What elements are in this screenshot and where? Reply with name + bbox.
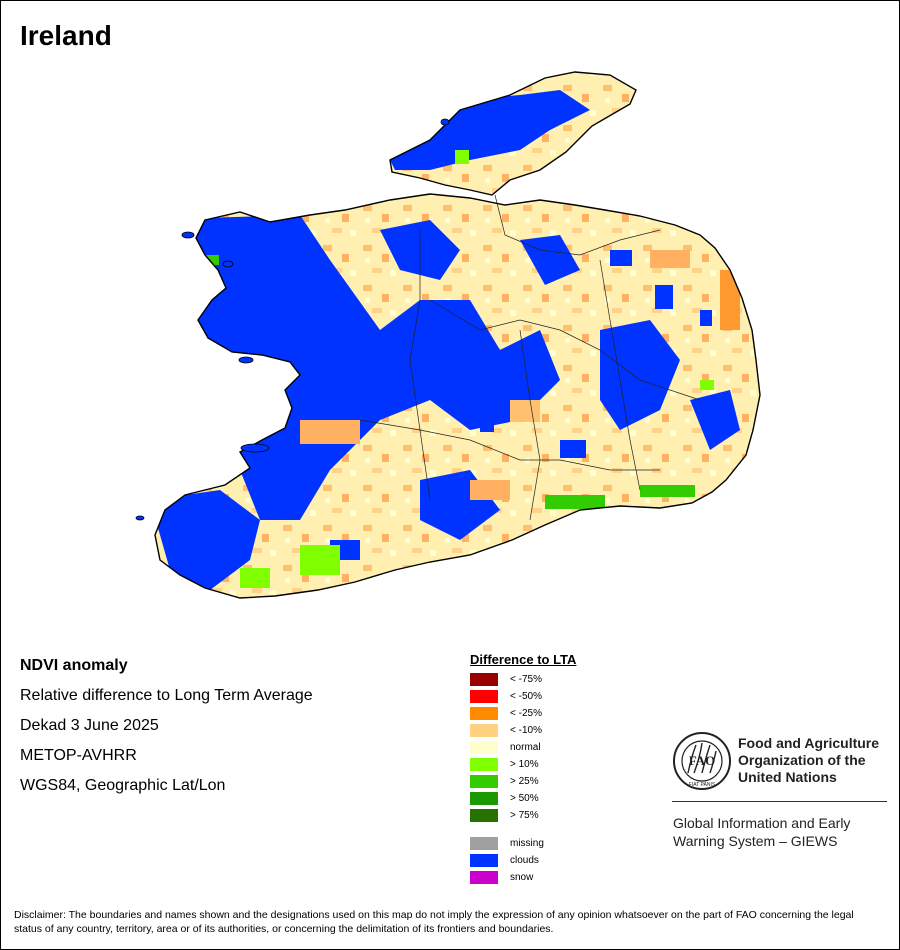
ndvi-map: [135, 71, 761, 599]
legend-label: missing: [510, 838, 544, 849]
legend-swatch: [470, 792, 498, 805]
map-title: Ireland: [20, 20, 112, 51]
legend-item: clouds: [470, 852, 576, 869]
legend-swatch: [470, 837, 498, 850]
legend-swatch: [470, 775, 498, 788]
fao-logo-icon: FAO FIAT PANIS: [673, 732, 731, 790]
map-metadata: NDVI anomaly Relative difference to Long…: [20, 656, 313, 806]
product-name: NDVI anomaly: [20, 657, 128, 674]
logo-divider: [672, 801, 887, 802]
product-period: Dekad 3 June 2025: [20, 717, 159, 734]
legend-label: < -10%: [510, 725, 542, 736]
legend-label: > 50%: [510, 793, 539, 804]
legend-item: < -50%: [470, 688, 576, 705]
legend-swatch: [470, 809, 498, 822]
legend-title: Difference to LTA: [470, 652, 577, 667]
legend-item: > 75%: [470, 807, 576, 824]
legend-item: snow: [470, 869, 576, 886]
legend-swatch: [470, 707, 498, 720]
disclaimer: Disclaimer: The boundaries and names sho…: [14, 909, 854, 935]
legend-label: > 25%: [510, 776, 539, 787]
legend-label: > 75%: [510, 810, 539, 821]
legend-label: clouds: [510, 855, 539, 866]
legend-swatch: [470, 871, 498, 884]
legend: Difference to LTA < -75% < -50% < -25% < -1…: [470, 652, 576, 886]
giews-label: Global Information and Early Warning Sys…: [673, 815, 851, 849]
legend-item: > 25%: [470, 773, 576, 790]
fao-acronym: FAO: [689, 753, 715, 768]
fao-org-name: Food and Agriculture Organization of the…: [738, 735, 880, 785]
legend-label: snow: [510, 872, 534, 883]
legend-swatch: [470, 854, 498, 867]
product-description: Relative difference to Long Term Average: [20, 687, 313, 704]
legend-item: < -10%: [470, 722, 576, 739]
legend-swatch: [470, 758, 498, 771]
legend-swatch: [470, 741, 498, 754]
legend-swatch: [470, 724, 498, 737]
legend-item: < -75%: [470, 671, 576, 688]
legend-item: normal: [470, 739, 576, 756]
legend-label: < -50%: [510, 691, 542, 702]
legend-special-items: missing clouds snow: [470, 835, 576, 886]
legend-label: < -75%: [510, 674, 542, 685]
product-sensor: METOP-AVHRR: [20, 747, 137, 764]
legend-label: normal: [510, 742, 541, 753]
product-projection: WGS84, Geographic Lat/Lon: [20, 777, 226, 794]
fao-motto: FIAT PANIS: [689, 782, 716, 788]
legend-swatch: [470, 690, 498, 703]
legend-item: > 10%: [470, 756, 576, 773]
legend-label: > 10%: [510, 759, 539, 770]
legend-items: < -75% < -50% < -25% < -10% normal > 10% > 25%…: [470, 671, 576, 824]
legend-item: missing: [470, 835, 576, 852]
legend-item: > 50%: [470, 790, 576, 807]
legend-item: < -25%: [470, 705, 576, 722]
legend-label: < -25%: [510, 708, 542, 719]
legend-swatch: [470, 673, 498, 686]
